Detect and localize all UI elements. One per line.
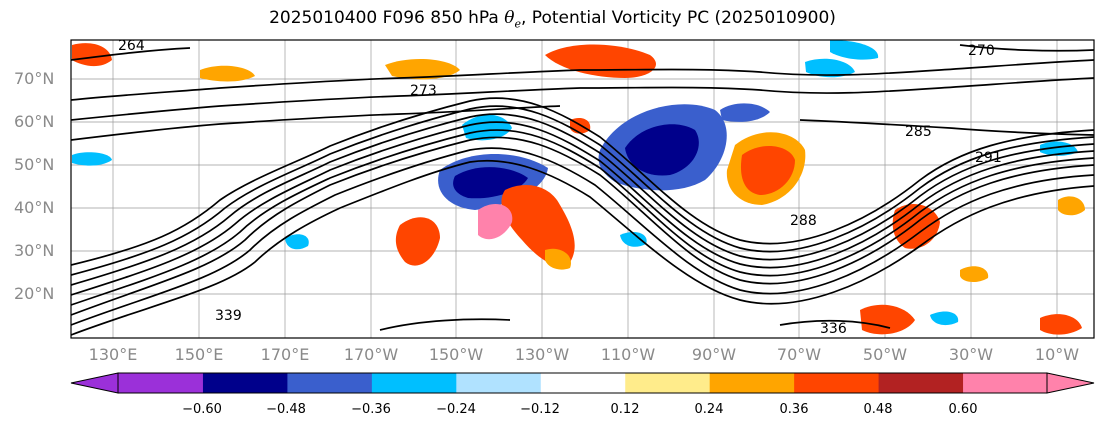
contour-label: 285 xyxy=(905,124,932,140)
colorbar-min-extend xyxy=(70,372,119,394)
colorbar-segment xyxy=(371,373,457,393)
map-title: 2025010400 F096 850 hPa θe, Potential Vo… xyxy=(269,8,836,31)
colorbar-segment xyxy=(793,373,879,393)
colorbar-outline xyxy=(117,372,1048,394)
colorbar-segment xyxy=(540,373,626,393)
lon-label: 130°W xyxy=(514,345,570,364)
colorbar-segment xyxy=(118,373,203,393)
colorbar-tick-label: 0.24 xyxy=(694,402,724,417)
colorbar-tick-label: 0.36 xyxy=(779,402,809,417)
contour-label: 273 xyxy=(410,83,437,99)
contour-label: 336 xyxy=(820,321,847,337)
lat-label: 70°N xyxy=(14,69,55,88)
colorbar-segment xyxy=(455,373,541,393)
lon-label: 70°W xyxy=(776,345,822,364)
lat-label: 20°N xyxy=(14,284,55,303)
lon-label: 30°W xyxy=(948,345,994,364)
lon-label: 170°E xyxy=(260,345,310,364)
lat-label: 50°N xyxy=(14,155,55,174)
contour-label: 288 xyxy=(790,213,817,229)
colorbar-tick-label: −0.36 xyxy=(351,402,391,417)
colorbar-segment xyxy=(202,373,288,393)
lat-label: 30°N xyxy=(14,241,55,260)
colorbar-segment xyxy=(624,373,710,393)
map-frame xyxy=(70,39,1095,339)
contour-label: 339 xyxy=(215,308,242,324)
colorbar-segment xyxy=(709,373,795,393)
lon-label: 130°E xyxy=(88,345,138,364)
lon-label: 150°E xyxy=(174,345,224,364)
lat-label: 40°N xyxy=(14,198,55,217)
colorbar-tick-label: 0.12 xyxy=(610,402,640,417)
colorbar-tick-label: 0.60 xyxy=(948,402,978,417)
colorbar-tick-label: −0.24 xyxy=(436,402,476,417)
colorbar-segment xyxy=(962,373,1048,393)
contour-label: 264 xyxy=(118,38,145,54)
lon-label: 110°W xyxy=(600,345,656,364)
contour-label: 291 xyxy=(975,150,1002,166)
colorbar xyxy=(70,372,1095,394)
colorbar-segment xyxy=(286,373,372,393)
lon-label: 90°W xyxy=(691,345,737,364)
colorbar-tick-label: −0.60 xyxy=(182,402,222,417)
pv-positive-anomalies xyxy=(72,43,1085,335)
lat-label: 60°N xyxy=(14,112,55,131)
contour-label: 270 xyxy=(968,43,995,59)
colorbar-tick-label: −0.48 xyxy=(266,402,306,417)
lon-label: 150°W xyxy=(428,345,484,364)
pv-negative-anomalies xyxy=(72,40,1078,326)
colorbar-tick-label: −0.12 xyxy=(520,402,560,417)
lon-label: 10°W xyxy=(1034,345,1080,364)
theta-e-contours xyxy=(71,44,1094,336)
contour-labels: 264 273 270 285 291 288 339 336 xyxy=(118,38,1002,337)
colorbar-tick-label: 0.48 xyxy=(863,402,893,417)
colorbar-max-extend xyxy=(1046,372,1095,394)
colorbar-segment xyxy=(878,373,964,393)
lon-label: 50°W xyxy=(862,345,908,364)
map-panel xyxy=(71,40,1094,338)
lon-label: 170°W xyxy=(343,345,399,364)
